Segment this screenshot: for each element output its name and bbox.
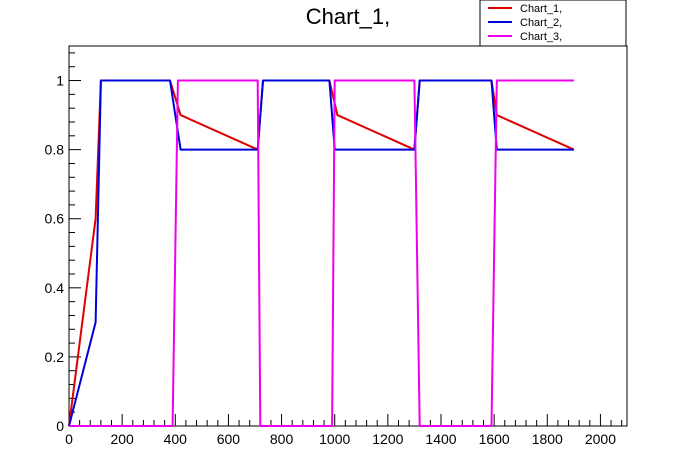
- legend-label: Chart_2,: [520, 17, 562, 29]
- y-tick-label: 0.6: [45, 211, 65, 227]
- x-tick-label: 1600: [479, 431, 510, 447]
- legend: Chart_1, Chart_2, Chart_3,: [479, 0, 627, 47]
- y-tick-label: 0.4: [45, 280, 65, 296]
- x-tick-label: 0: [65, 431, 73, 447]
- plot-frame: [68, 45, 628, 427]
- y-tick-label: 0.2: [45, 349, 65, 365]
- y-tick-label: 0.8: [45, 142, 65, 158]
- x-tick-label: 1000: [319, 431, 350, 447]
- x-tick-label: 800: [270, 431, 294, 447]
- x-tick-label: 400: [164, 431, 188, 447]
- x-tick-label: 1400: [425, 431, 456, 447]
- x-tick-label: 200: [110, 431, 134, 447]
- series-group: [68, 79, 575, 427]
- x-tick-label: 1200: [372, 431, 403, 447]
- x-tick-label: 600: [217, 431, 241, 447]
- series-line-2: [68, 79, 574, 427]
- x-tick-label: 1800: [532, 431, 563, 447]
- axes: 0 200 400 600 800 1000 1200 1400 1600 1800 2000 0 0.…: [45, 45, 628, 447]
- legend-label: Chart_1,: [520, 3, 562, 15]
- series-line-3: [69, 79, 574, 427]
- chart-title: Chart_1,: [306, 4, 390, 29]
- x-tick-label: 2000: [585, 431, 616, 447]
- y-tick-label: 1: [56, 73, 64, 89]
- y-tick-label: 0: [56, 418, 64, 434]
- legend-label: Chart_3,: [520, 31, 562, 43]
